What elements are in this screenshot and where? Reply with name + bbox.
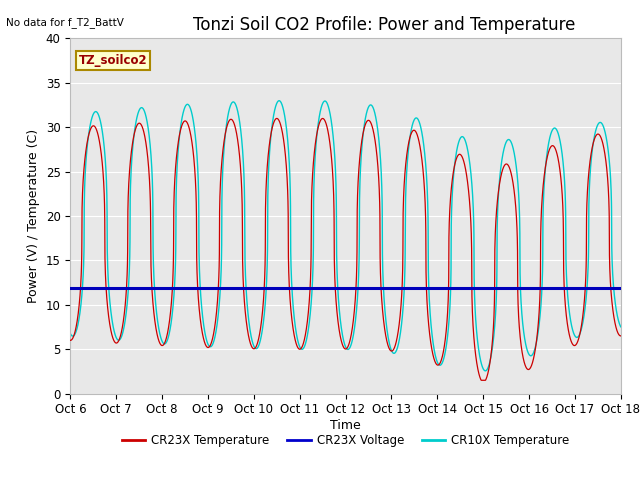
Text: TZ_soilco2: TZ_soilco2 bbox=[79, 54, 147, 67]
Y-axis label: Power (V) / Temperature (C): Power (V) / Temperature (C) bbox=[28, 129, 40, 303]
Title: Tonzi Soil CO2 Profile: Power and Temperature: Tonzi Soil CO2 Profile: Power and Temper… bbox=[193, 16, 575, 34]
Legend: CR23X Temperature, CR23X Voltage, CR10X Temperature: CR23X Temperature, CR23X Voltage, CR10X … bbox=[117, 429, 574, 452]
Text: No data for f_T2_BattV: No data for f_T2_BattV bbox=[6, 17, 124, 28]
X-axis label: Time: Time bbox=[330, 419, 361, 432]
